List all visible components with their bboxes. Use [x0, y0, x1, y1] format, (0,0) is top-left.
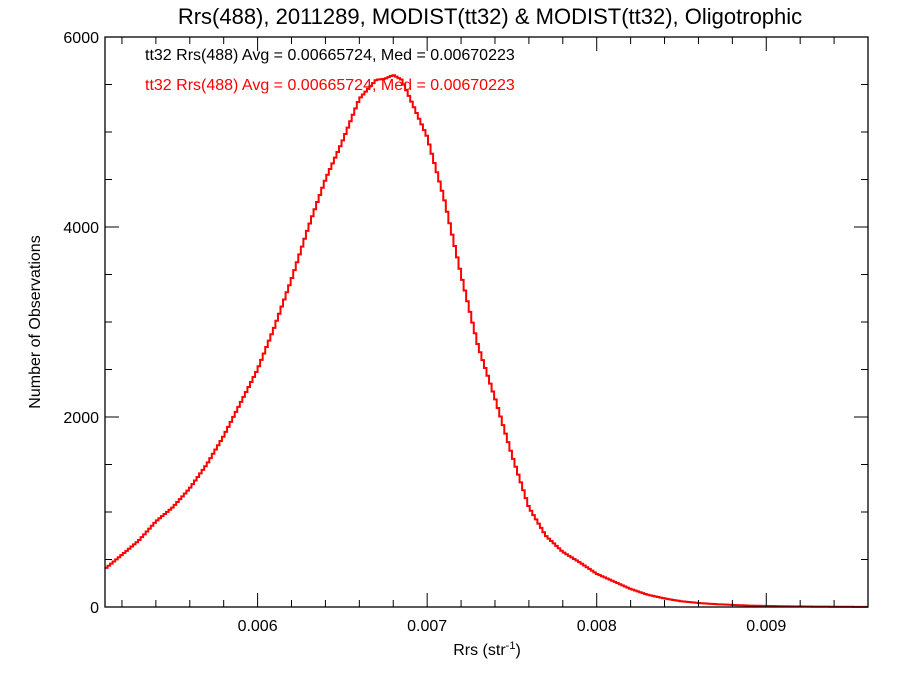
series-layer — [105, 74, 868, 608]
y-tick-label: 2000 — [63, 410, 99, 427]
x-axis-label: Rrs (str-1) — [453, 640, 521, 659]
x-tick-label: 0.006 — [238, 618, 278, 635]
plot-frame — [104, 36, 869, 608]
legend-entry-black: tt32 Rrs(488) Avg = 0.00665724, Med = 0.… — [145, 47, 515, 64]
chart-title: Rrs(488), 2011289, MODIST(tt32) & MODIST… — [178, 4, 802, 29]
y-tick-label: 4000 — [63, 220, 99, 237]
x-axis-label-sup: -1 — [506, 640, 516, 652]
x-tick-label: 0.008 — [577, 618, 617, 635]
legend-entry-red: tt32 Rrs(488) Avg = 0.00665724, Med = 0.… — [145, 77, 515, 94]
x-axis-label-close: ) — [515, 642, 520, 659]
histogram-series-0 — [105, 74, 868, 608]
axes-ticks: 0.006 0.007 0.008 0.009 0 2000 4000 6000 — [63, 30, 868, 635]
legend: tt32 Rrs(488) Avg = 0.00665724, Med = 0.… — [145, 47, 515, 94]
y-axis-label: Number of Observations — [27, 235, 44, 408]
y-tick-label: 0 — [90, 600, 99, 617]
y-tick-label: 6000 — [63, 30, 99, 47]
x-tick-label: 0.009 — [746, 618, 786, 635]
x-axis-label-main: Rrs (str — [453, 642, 506, 659]
x-tick-label: 0.007 — [407, 618, 447, 635]
